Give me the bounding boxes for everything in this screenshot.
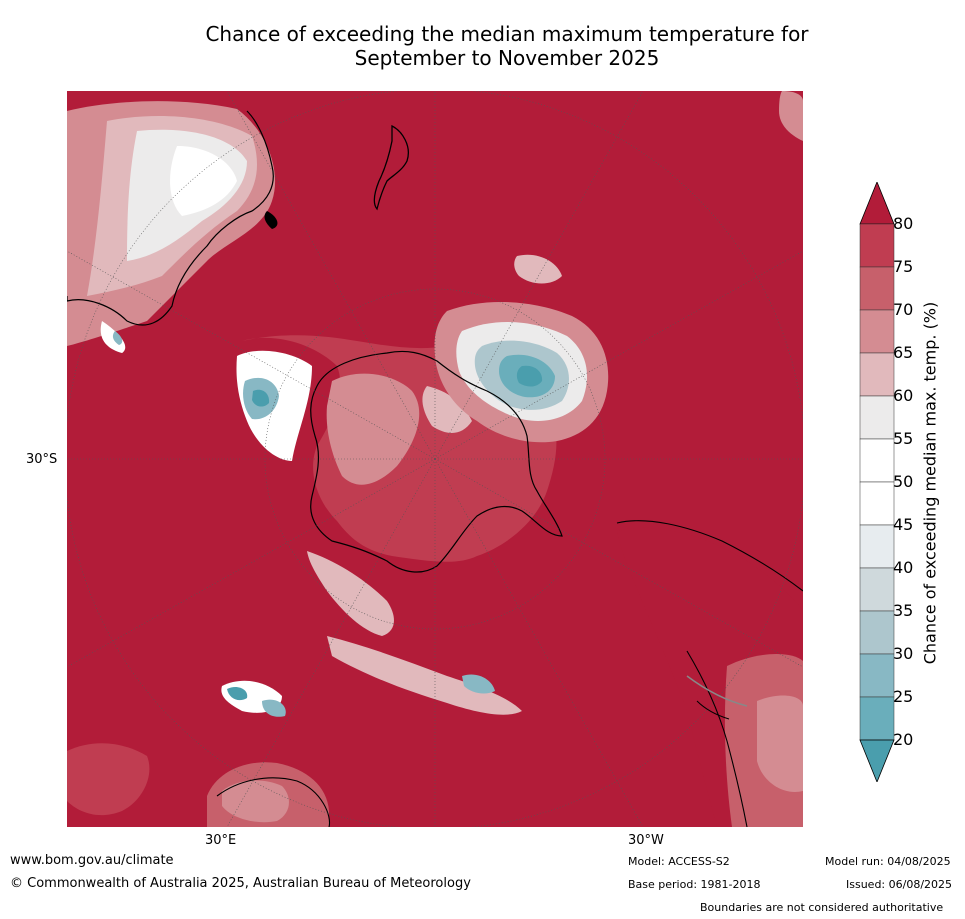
colorbar-band	[859, 309, 895, 354]
africa-region	[67, 680, 331, 827]
colorbar-tick-label: 30	[893, 644, 914, 663]
new-zealand	[373, 124, 409, 211]
colorbar-band	[859, 524, 895, 569]
colorbar	[859, 182, 895, 782]
model-run-text: Model run: 04/08/2025	[825, 855, 951, 868]
colorbar-band	[859, 266, 895, 311]
colorbar-band	[859, 481, 895, 526]
colorbar-band	[859, 395, 895, 440]
lon-label-30e: 30°E	[205, 833, 237, 848]
disclaimer-text: Boundaries are not considered authoritat…	[700, 901, 944, 914]
colorbar-tick-label: 75	[893, 257, 914, 276]
colorbar-band	[859, 610, 895, 655]
colorbar-tick-label: 25	[893, 687, 914, 706]
colorbar-band	[859, 223, 895, 268]
colorbar-tick-label: 45	[893, 515, 914, 534]
colorbar-band	[859, 653, 895, 698]
colorbar-tick-label: 20	[893, 730, 914, 749]
website-link[interactable]: www.bom.gov.au/climate	[10, 853, 174, 868]
australia-region	[67, 101, 278, 353]
colorbar-tick-label: 35	[893, 601, 914, 620]
colorbar-band	[859, 567, 895, 612]
lon-label-30w: 30°W	[628, 833, 664, 848]
colorbar-tick-label: 70	[893, 300, 914, 319]
colorbar-extend-min	[859, 739, 895, 782]
title-line-1: Chance of exceeding the median maximum t…	[205, 22, 809, 46]
chart-title: Chance of exceeding the median maximum t…	[0, 22, 965, 70]
south-atlantic-anomaly	[434, 254, 609, 443]
south-america-region	[616, 520, 803, 827]
colorbar-tick-label: 60	[893, 386, 914, 405]
colorbar-tick-label: 40	[893, 558, 914, 577]
colorbar-band	[859, 352, 895, 397]
graticule	[67, 91, 803, 827]
colorbar-extend-max	[859, 182, 895, 225]
forecast-map[interactable]	[67, 91, 803, 827]
colorbar-label: Chance of exceeding median max. temp. (%…	[920, 301, 940, 665]
lat-label-30s: 30°S	[26, 452, 58, 467]
map-canvas	[67, 91, 803, 827]
antarctica-coastline	[310, 350, 563, 573]
colorbar-tick-label: 65	[893, 343, 914, 362]
colorbar-tick-label: 55	[893, 429, 914, 448]
title-line-2: September to November 2025	[354, 46, 660, 70]
colorbar-band	[859, 438, 895, 483]
copyright-text: © Commonwealth of Australia 2025, Austra…	[10, 876, 471, 891]
base-period-text: Base period: 1981-2018	[628, 878, 761, 891]
model-text: Model: ACCESS-S2	[628, 855, 730, 868]
colorbar-tick-label: 80	[893, 214, 914, 233]
issued-text: Issued: 06/08/2025	[846, 878, 953, 891]
colorbar-tick-label: 50	[893, 472, 914, 491]
indian-ocean-streak	[307, 551, 522, 715]
colorbar-band	[859, 696, 895, 741]
pacific-anomaly	[779, 91, 803, 141]
